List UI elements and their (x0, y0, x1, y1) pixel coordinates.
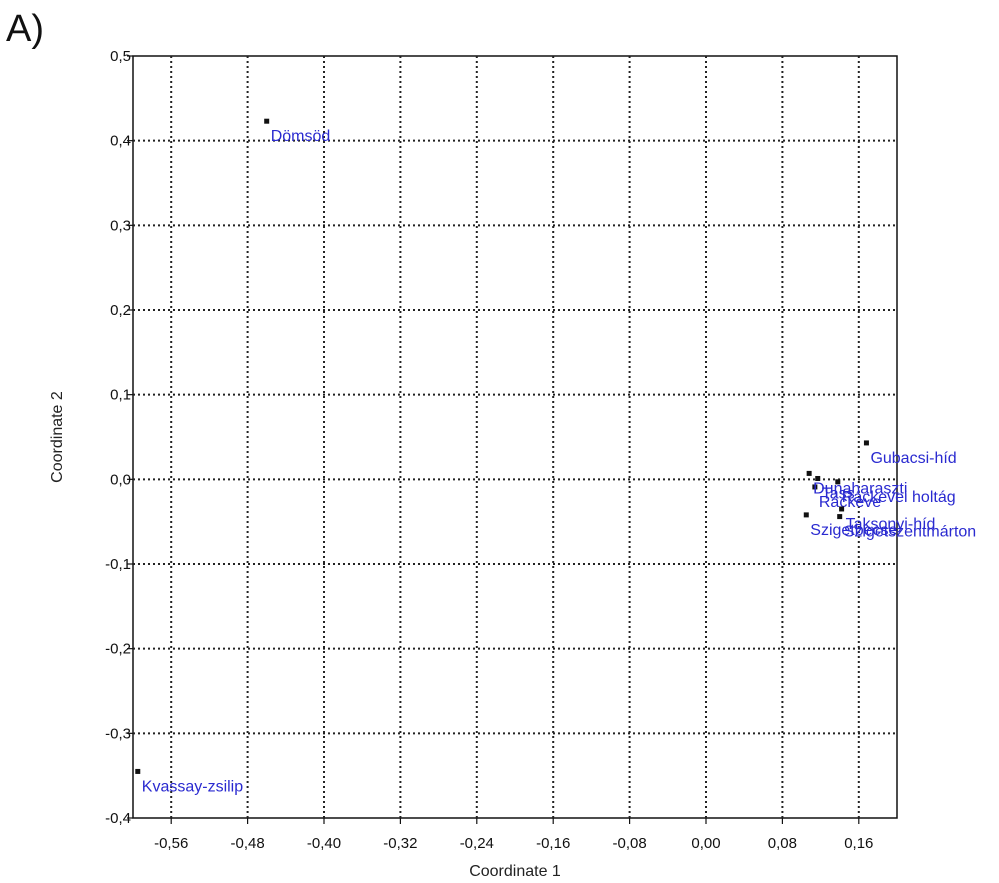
point-label: Kvassay-zsilip (142, 778, 243, 795)
x-tick-label: -0,56 (154, 835, 188, 852)
y-tick-label: -0,3 (105, 725, 131, 742)
x-tick-label: -0,16 (536, 835, 570, 852)
data-point (812, 484, 818, 490)
point-label: Szigetszentmárton (844, 524, 977, 541)
axes: -0,56 -0,48 -0,40 -0,32 -0,24 -0,16 -0,08 0,00 0… (105, 48, 873, 852)
x-tick-label: -0,48 (230, 835, 264, 852)
x-tick-label: -0,40 (307, 835, 341, 852)
data-point (806, 470, 812, 476)
x-tick-label: 0,00 (691, 835, 720, 852)
x-tick-label: -0,32 (383, 835, 417, 852)
point-label: Gubacsi-híd (870, 450, 956, 467)
data-point (863, 440, 869, 446)
y-tick-label: 0,4 (110, 133, 131, 150)
point-label: Taksonyi-híd (846, 516, 936, 533)
y-tick-label: 0,2 (110, 302, 131, 319)
point-label: Szigetbecse (810, 522, 897, 539)
data-point (135, 768, 141, 774)
x-tick-label: 0,08 (768, 835, 797, 852)
point-label: Dömsöd (271, 128, 331, 145)
point-label: Ráckevei holtág (842, 489, 956, 506)
point-label: Tass (822, 485, 855, 502)
y-tick-label: 0,3 (110, 217, 131, 234)
data-point (835, 479, 841, 485)
point-label: Ráckeve (819, 494, 881, 511)
data-point (264, 118, 270, 124)
panel-label: A) (6, 8, 44, 50)
y-tick-label: -0,4 (105, 810, 131, 827)
point-label: Dunaharaszti (813, 480, 907, 497)
x-axis-title: Coordinate 1 (469, 863, 561, 880)
data-point (815, 475, 821, 481)
plot-frame (132, 55, 898, 819)
y-tick-label: 0,1 (110, 387, 131, 404)
y-tick-label: 0,0 (110, 471, 131, 488)
data-point (839, 506, 845, 512)
grid-lines (133, 56, 897, 818)
y-axis-title: Coordinate 2 (49, 391, 66, 483)
y-tick-label: -0,1 (105, 556, 131, 573)
x-tick-label: -0,08 (612, 835, 646, 852)
data-point (803, 512, 809, 518)
x-tick-label: 0,16 (844, 835, 873, 852)
data-point (837, 514, 843, 520)
y-tick-label: -0,2 (105, 641, 131, 658)
data-points: Dömsöd Kvassay-zsilip Gubacsi-híd Ráckevei … (135, 118, 977, 795)
x-tick-label: -0,24 (460, 835, 494, 852)
y-tick-label: 0,5 (110, 48, 131, 65)
